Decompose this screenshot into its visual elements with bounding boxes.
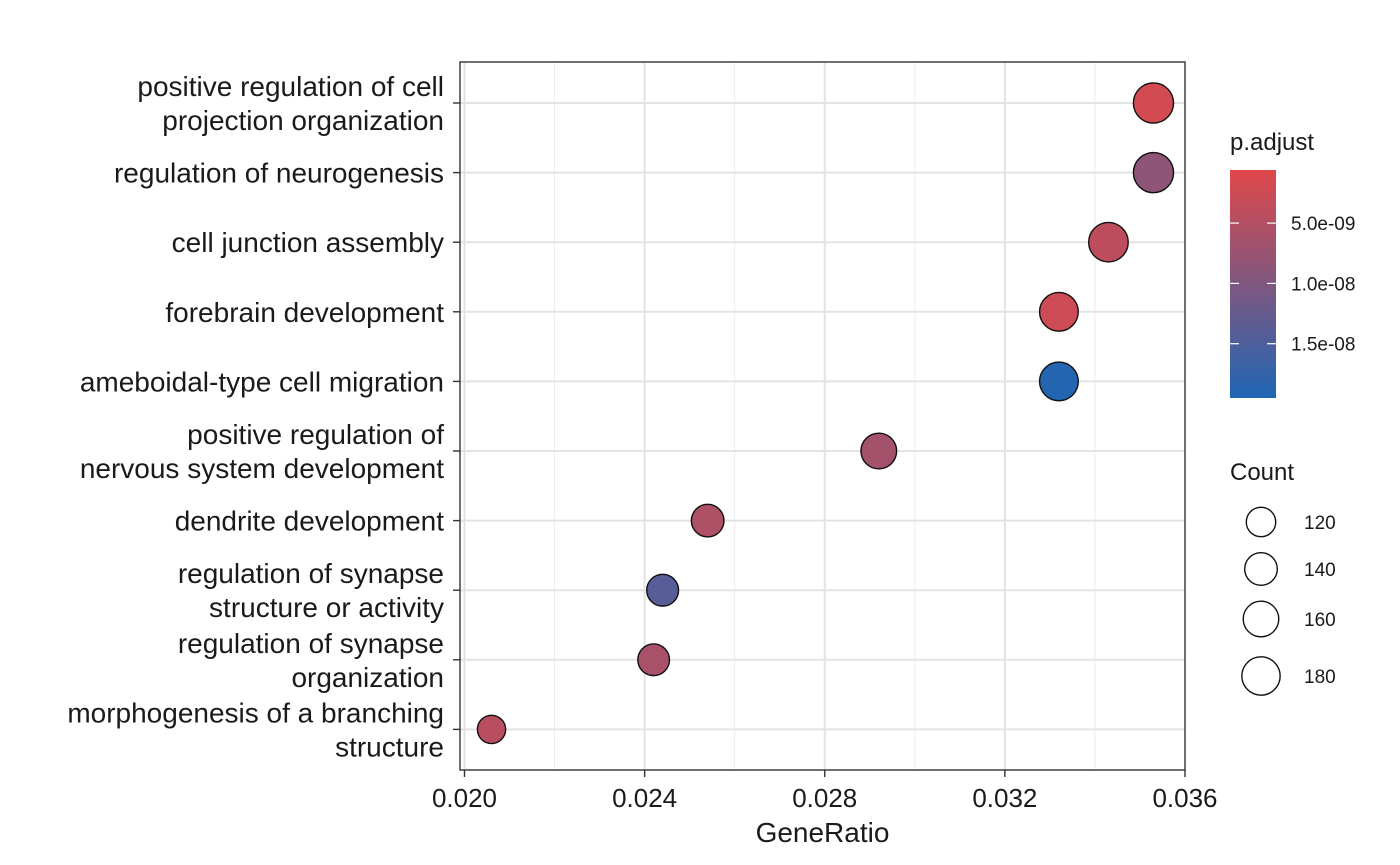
size-legend-label: 120 — [1304, 513, 1336, 534]
x-axis: 0.020 0.024 0.028 0.032 0.036 — [432, 770, 1218, 813]
size-legend-key — [1245, 506, 1277, 538]
x-tick-label: 0.036 — [1152, 783, 1217, 813]
y-tick-label: morphogenesis of a branching — [67, 697, 444, 728]
color-bar-ticks: 5.0e-09 1.0e-08 1.5e-08 — [1230, 214, 1355, 356]
data-point — [1132, 151, 1175, 194]
legend: p.adjust 5.0e-09 1.0e-08 1.5e-08 Count 120… — [1230, 129, 1355, 696]
x-tick-label: 0.024 — [612, 783, 677, 813]
data-point — [646, 573, 680, 607]
y-tick-label: positive regulation of cell — [137, 71, 444, 102]
color-bar-tick-label: 1.5e-08 — [1291, 335, 1355, 356]
y-tick-label: regulation of synapse — [178, 558, 444, 589]
data-point — [1132, 82, 1175, 124]
y-tick-label: organization — [291, 662, 444, 693]
y-tick-label: forebrain development — [165, 297, 444, 328]
y-tick-label: projection organization — [162, 105, 444, 136]
plot-panel — [459, 61, 1186, 771]
color-bar-tick-label: 1.0e-08 — [1291, 274, 1355, 295]
x-tick-label: 0.020 — [432, 783, 497, 813]
size-legend-items: 120 140 160 180 — [1241, 506, 1336, 696]
size-legend-key — [1244, 552, 1278, 586]
data-points — [476, 82, 1175, 745]
y-tick-label: dendrite development — [175, 506, 445, 537]
data-point — [690, 503, 725, 538]
size-legend-label: 140 — [1304, 560, 1336, 581]
size-legend-title: Count — [1230, 459, 1294, 486]
y-tick-label: regulation of synapse — [178, 628, 444, 659]
y-tick-label: nervous system development — [80, 453, 444, 484]
size-legend-label: 180 — [1304, 667, 1336, 688]
size-legend-key — [1241, 656, 1281, 696]
data-point — [637, 643, 671, 677]
x-axis-title: GeneRatio — [756, 817, 890, 848]
data-point — [476, 714, 507, 745]
y-tick-label: ameboidal-type cell migration — [80, 366, 444, 397]
data-point — [1038, 361, 1079, 402]
color-legend-title: p.adjust — [1230, 129, 1314, 156]
y-tick-label: structure or activity — [209, 592, 444, 623]
color-bar-tick-label: 5.0e-09 — [1291, 214, 1355, 235]
y-tick-label: positive regulation of — [187, 419, 444, 450]
panel-border — [459, 61, 1186, 771]
data-point — [1088, 221, 1129, 263]
x-tick-label: 0.028 — [792, 783, 857, 813]
y-tick-label: regulation of neurogenesis — [114, 158, 444, 189]
size-legend-key — [1242, 600, 1280, 638]
x-tick-label: 0.032 — [972, 783, 1037, 813]
color-bar — [1230, 170, 1276, 398]
panel-background — [460, 62, 1185, 770]
y-tick-label: cell junction assembly — [172, 227, 444, 258]
data-point — [860, 432, 898, 470]
y-tick-label: structure — [335, 731, 444, 762]
size-legend-label: 160 — [1304, 610, 1336, 631]
data-point — [1038, 291, 1079, 332]
